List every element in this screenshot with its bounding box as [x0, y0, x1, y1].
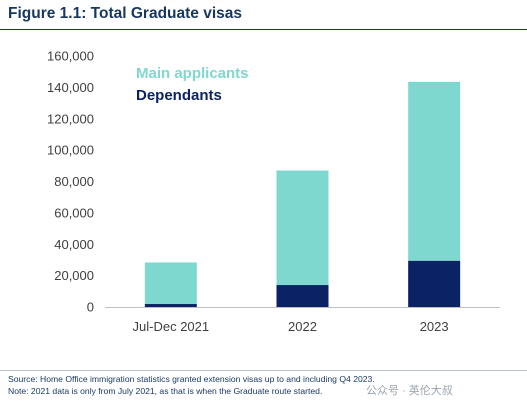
x-tick-label: 2023 [420, 319, 449, 334]
y-tick-label: 20,000 [54, 268, 94, 283]
title-divider [0, 29, 527, 30]
legend-dependants: Dependants [136, 87, 222, 104]
bar-main-applicants [276, 170, 329, 286]
bars [144, 81, 461, 307]
legend: Main applicants Dependants [136, 65, 249, 104]
bar-main-applicants [144, 262, 197, 305]
watermark: 公众号 · 英伦大叔 [366, 385, 453, 397]
x-axis: Jul-Dec 2021 2022 2023 [105, 307, 500, 334]
bar-dependants [408, 260, 461, 307]
bar-chart: 0 20,000 40,000 60,000 80,000 100,000 120,000 1… [47, 49, 500, 334]
x-tick-label: Jul-Dec 2021 [133, 319, 210, 334]
source-note: Source: Home Office immigration statisti… [8, 374, 375, 384]
y-axis: 0 20,000 40,000 60,000 80,000 100,000 120,000 1… [47, 49, 94, 315]
y-tick-label: 100,000 [47, 143, 94, 158]
y-tick-label: 160,000 [47, 49, 94, 64]
x-tick-label: 2022 [288, 319, 317, 334]
y-tick-label: 80,000 [54, 174, 94, 189]
bar-dependants [144, 304, 197, 307]
y-tick-label: 0 [87, 300, 94, 315]
chart-notes: Source: Home Office immigration statisti… [8, 374, 375, 397]
y-tick-label: 120,000 [47, 111, 94, 126]
y-tick-label: 40,000 [54, 237, 94, 252]
legend-main-applicants: Main applicants [136, 65, 249, 82]
footnote: Note: 2021 data is only from July 2021, … [8, 385, 323, 396]
chart-title: Figure 1.1: Total Graduate visas [8, 5, 243, 22]
footer-divider [0, 370, 527, 371]
bar-main-applicants [408, 81, 461, 261]
y-tick-label: 60,000 [54, 205, 94, 220]
y-tick-label: 140,000 [47, 80, 94, 95]
bar-dependants [276, 285, 329, 307]
